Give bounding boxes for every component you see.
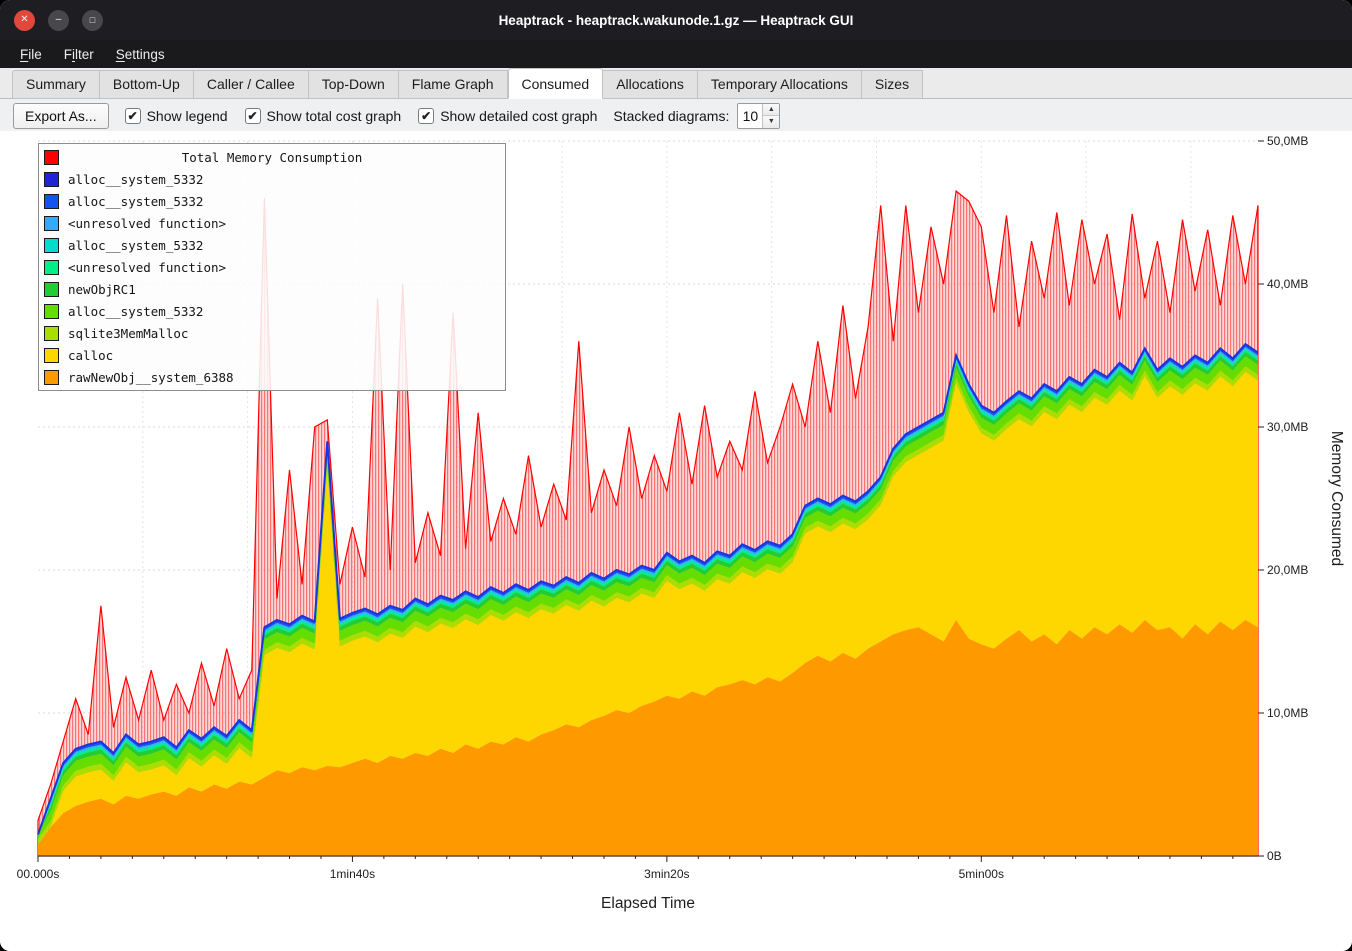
legend-label: calloc xyxy=(68,347,114,363)
legend-title: Total Memory Consumption xyxy=(181,149,363,165)
y-tick-label: 50,0MB xyxy=(1267,134,1308,148)
checkbox-label: Show legend xyxy=(146,107,228,124)
legend-swatch xyxy=(44,281,59,297)
checkbox-show-legend[interactable]: ✔ Show legend xyxy=(124,107,228,124)
legend-label: <unresolved function> xyxy=(68,215,227,231)
legend-swatch xyxy=(44,215,59,231)
legend-label: sqlite3MemMalloc xyxy=(68,325,189,341)
checkbox-show-detailed-cost-graph[interactable]: ✔ Show detailed cost graph xyxy=(418,107,598,124)
legend-item: alloc__system_5332 xyxy=(39,190,505,212)
y-tick-label: 0B xyxy=(1267,849,1282,863)
title-bar: ✕ – □ Heaptrack - heaptrack.wakunode.1.g… xyxy=(0,0,1352,40)
stacked-diagrams-value[interactable]: 10 xyxy=(742,107,759,124)
legend-swatch xyxy=(44,325,59,341)
tab-sizes[interactable]: Sizes xyxy=(861,70,924,99)
legend-item: alloc__system_5332 xyxy=(39,234,505,256)
legend-swatch xyxy=(44,303,59,319)
legend-swatch xyxy=(44,369,59,385)
toolbar: Export As... ✔ Show legend ✔ Show total cos… xyxy=(0,99,1352,132)
x-tick-label: 1min40s xyxy=(330,867,375,881)
legend-item: <unresolved function> xyxy=(39,256,505,278)
stacked-diagrams-label: Stacked diagrams: xyxy=(613,107,730,124)
legend-label: alloc__system_5332 xyxy=(68,193,204,209)
window-title: Heaptrack - heaptrack.wakunode.1.gz — He… xyxy=(498,12,854,28)
x-axis-title: Elapsed Time xyxy=(601,895,695,912)
tab-flame-graph[interactable]: Flame Graph xyxy=(398,70,508,99)
tab-consumed[interactable]: Consumed xyxy=(507,68,604,99)
menu-filter[interactable]: Filter xyxy=(63,46,94,62)
x-tick-label: 3min20s xyxy=(644,867,689,881)
series-stack-1 xyxy=(38,371,1258,845)
stack-top-line xyxy=(37,342,1259,835)
maximize-icon: □ xyxy=(89,14,96,25)
checkbox-show-total-cost-graph[interactable]: ✔ Show total cost graph xyxy=(244,107,402,124)
toolbar-checkboxes: ✔ Show legend ✔ Show total cost graph ✔ Show … xyxy=(124,107,598,124)
checkbox-box-icon[interactable]: ✔ xyxy=(124,107,141,124)
legend-item: rawNewObj__system_6388 xyxy=(39,366,505,388)
window-controls: ✕ – □ xyxy=(14,0,103,40)
legend-swatch xyxy=(44,171,59,187)
tab-temporary-allocations[interactable]: Temporary Allocations xyxy=(697,70,862,99)
y-tick-label: 30,0MB xyxy=(1267,420,1308,434)
x-tick-label: 00.000s xyxy=(17,867,60,881)
checkbox-box-icon[interactable]: ✔ xyxy=(418,107,435,124)
tab-top-down[interactable]: Top-Down xyxy=(308,70,399,99)
chart-legend: Total Memory Consumption alloc__system_53… xyxy=(38,143,506,391)
close-button[interactable]: ✕ xyxy=(14,9,35,31)
legend-label: alloc__system_5332 xyxy=(68,171,204,187)
axes: 00.000s 1min40s 3min20s 5min00s 0B 10,0MB 20,0… xyxy=(17,134,1345,912)
y-tick-label: 40,0MB xyxy=(1267,277,1308,291)
tab-bar: Summary Bottom-Up Caller / Callee Top-Down F… xyxy=(0,68,1352,99)
y-tick-label: 20,0MB xyxy=(1267,563,1308,577)
legend-label: alloc__system_5332 xyxy=(68,237,204,253)
chart-region: 00.000s 1min40s 3min20s 5min00s 0B 10,0MB 20,0… xyxy=(0,131,1352,951)
close-icon: ✕ xyxy=(20,14,29,25)
y-tick-label: 10,0MB xyxy=(1267,706,1308,720)
series-stack-0 xyxy=(38,620,1258,856)
menu-bar: File Filter Settings xyxy=(0,40,1352,68)
legend-swatch-total xyxy=(44,149,59,165)
legend-label: alloc__system_5332 xyxy=(68,303,204,319)
y-axis-title: Memory Consumed xyxy=(1328,431,1345,566)
legend-label: newObjRC1 xyxy=(68,281,136,297)
export-as-button[interactable]: Export As... xyxy=(13,102,109,129)
tab-bottom-up[interactable]: Bottom-Up xyxy=(99,70,194,99)
legend-item: alloc__system_5332 xyxy=(39,168,505,190)
spin-down-icon[interactable]: ▼ xyxy=(763,116,780,128)
legend-label: <unresolved function> xyxy=(68,259,227,275)
legend-swatch xyxy=(44,193,59,209)
legend-swatch xyxy=(44,347,59,363)
legend-item: calloc xyxy=(39,344,505,366)
legend-item: sqlite3MemMalloc xyxy=(39,322,505,344)
legend-label: rawNewObj__system_6388 xyxy=(68,369,234,385)
legend-item: newObjRC1 xyxy=(39,278,505,300)
checkbox-label: Show total cost graph xyxy=(266,107,402,124)
legend-swatch xyxy=(44,259,59,275)
minimize-button[interactable]: – xyxy=(48,9,69,31)
checkbox-label: Show detailed cost graph xyxy=(440,107,598,124)
tab-caller-callee[interactable]: Caller / Callee xyxy=(193,70,309,99)
x-tick-label: 5min00s xyxy=(959,867,1004,881)
checkbox-box-icon[interactable]: ✔ xyxy=(244,107,261,124)
memory-chart[interactable]: 00.000s 1min40s 3min20s 5min00s 0B 10,0MB 20,0… xyxy=(0,131,1352,951)
stacked-diagrams-spinbox[interactable]: 10 ▲ ▼ xyxy=(737,102,781,129)
legend-swatch xyxy=(44,237,59,253)
minimize-icon: – xyxy=(55,14,62,25)
spinbox-arrows: ▲ ▼ xyxy=(762,103,780,128)
tab-allocations[interactable]: Allocations xyxy=(603,70,698,99)
menu-settings[interactable]: Settings xyxy=(115,46,165,62)
menu-file[interactable]: File xyxy=(20,46,42,62)
maximize-button[interactable]: □ xyxy=(82,9,103,31)
legend-item: alloc__system_5332 xyxy=(39,300,505,322)
spin-up-icon[interactable]: ▲ xyxy=(763,103,780,116)
legend-item: <unresolved function> xyxy=(39,212,505,234)
legend-title-row: Total Memory Consumption xyxy=(39,146,505,168)
tab-summary[interactable]: Summary xyxy=(12,70,100,99)
